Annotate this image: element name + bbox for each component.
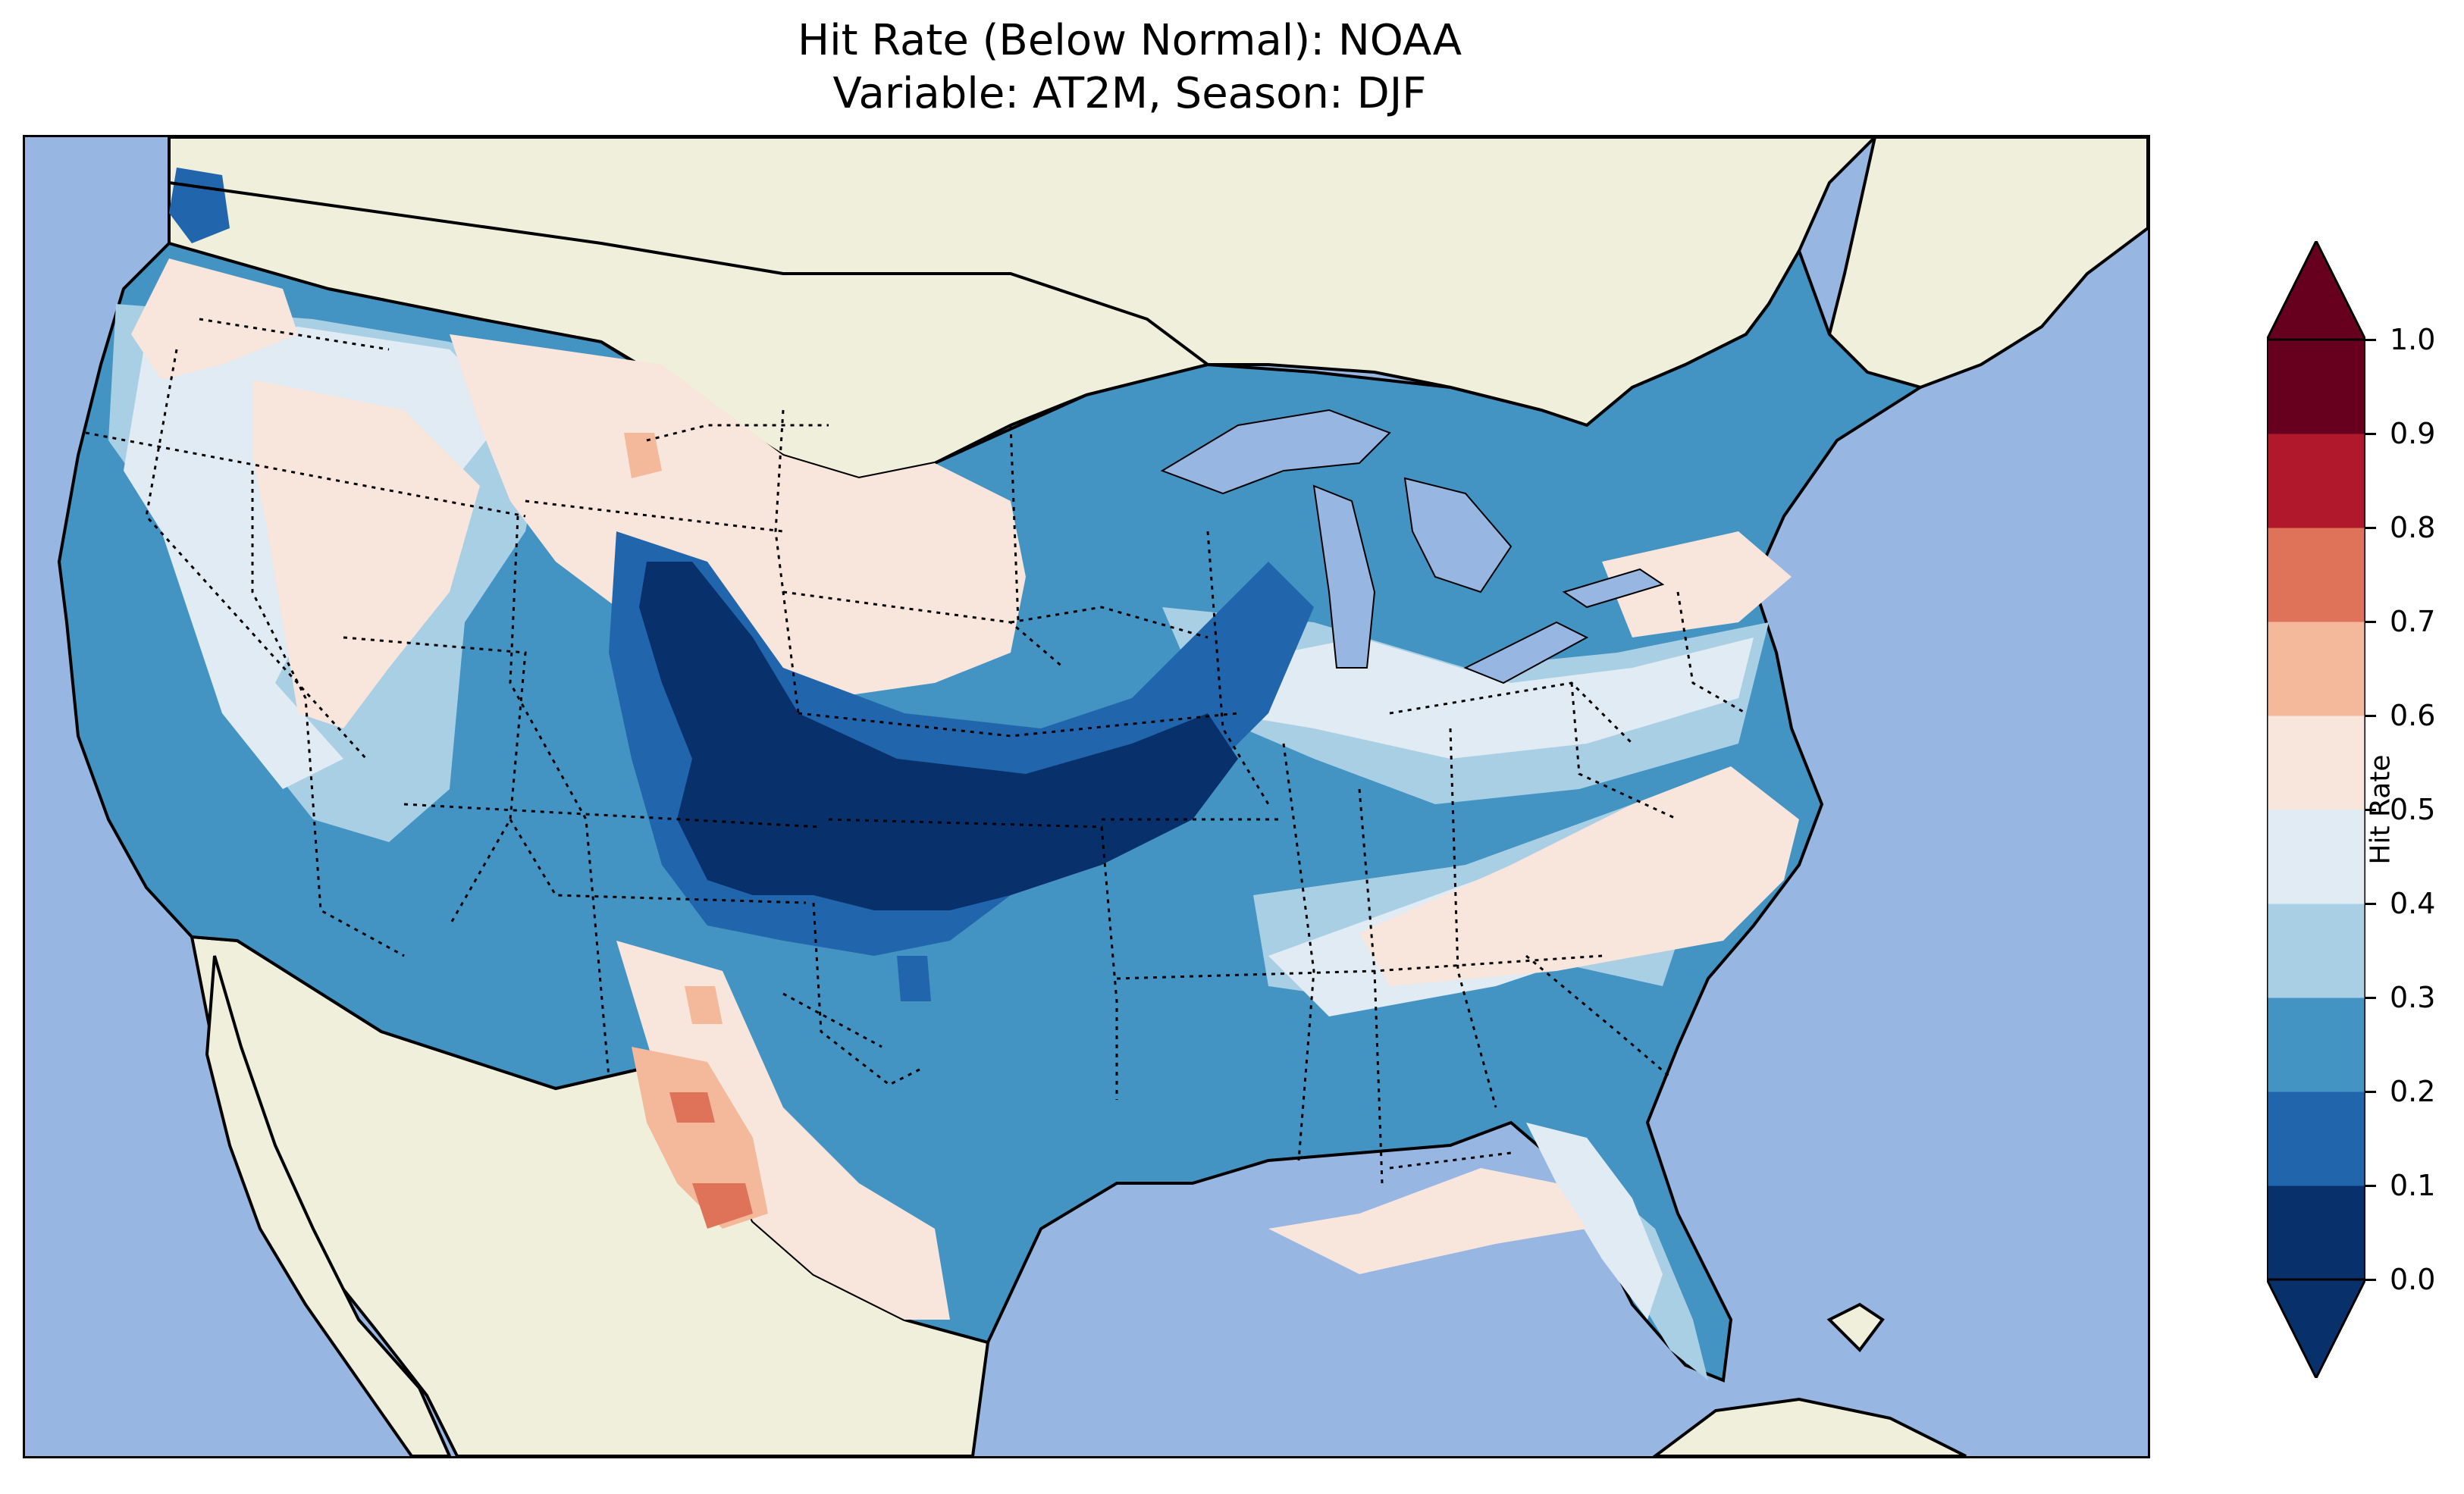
colorbar-bin bbox=[2267, 1185, 2365, 1280]
band-0.1-texas bbox=[897, 956, 931, 1001]
colorbar-tick-label: 0.9 bbox=[2390, 417, 2436, 450]
band-0.0-central bbox=[639, 562, 1238, 910]
band-0.5-texas bbox=[616, 941, 950, 1320]
colorbar-tick-label: 0.3 bbox=[2390, 981, 2436, 1014]
band-0.5-great-basin bbox=[252, 380, 480, 728]
band-0.7-bigbend bbox=[692, 1183, 753, 1229]
band-0.5-northeast bbox=[1602, 531, 1792, 637]
colorbar-bin bbox=[2267, 528, 2365, 622]
lake-michigan bbox=[1312, 484, 1376, 669]
bahamas-land bbox=[1826, 1302, 1885, 1353]
colorbar-bins bbox=[2267, 340, 2365, 1280]
colorbar-tick-mark bbox=[2365, 903, 2376, 905]
colorbar-bin bbox=[2267, 622, 2365, 716]
band-0.5-northwest bbox=[131, 258, 298, 380]
lake-erie bbox=[1463, 621, 1589, 684]
colorbar-bin bbox=[2267, 998, 2365, 1092]
colorbar-tick-mark bbox=[2365, 1091, 2376, 1093]
colorbar-bin bbox=[2267, 810, 2365, 904]
title-line-1: Hit Rate (Below Normal): NOAA bbox=[797, 16, 1462, 65]
colorbar-label: Hit Rate bbox=[2365, 754, 2397, 865]
colorbar-tick-mark bbox=[2365, 997, 2376, 999]
us-canada-border bbox=[168, 181, 1209, 366]
title-line-2: Variable: AT2M, Season: DJF bbox=[832, 69, 1427, 118]
colorbar-tick-label: 0.4 bbox=[2390, 887, 2436, 920]
maritime-land bbox=[1827, 137, 2148, 390]
colorbar-extend-min bbox=[2267, 1278, 2365, 1378]
colorbar-tick-mark bbox=[2365, 715, 2376, 717]
colorbar-tick-label: 0.0 bbox=[2390, 1263, 2436, 1296]
colorbar bbox=[2267, 241, 2365, 1378]
band-0.7-texas bbox=[669, 1092, 715, 1123]
lake-superior bbox=[1160, 409, 1391, 495]
map-panel[interactable] bbox=[23, 135, 2150, 1458]
colorbar-tick-label: 0.6 bbox=[2390, 699, 2436, 732]
map-svg bbox=[25, 137, 2148, 1456]
baja-land bbox=[205, 955, 452, 1456]
colorbar-bin bbox=[2267, 1092, 2365, 1186]
colorbar-tick-mark bbox=[2365, 1185, 2376, 1187]
colorbar-tick-mark bbox=[2365, 433, 2376, 435]
colorbar-tick-label: 0.2 bbox=[2390, 1075, 2436, 1108]
colorbar-tick-label: 0.7 bbox=[2390, 605, 2436, 638]
colorbar-bin bbox=[2267, 904, 2365, 998]
band-0.5-gulf bbox=[1268, 1168, 1587, 1274]
colorbar-tick-mark bbox=[2365, 621, 2376, 623]
colorbar-tick-label: 0.5 bbox=[2390, 793, 2436, 826]
colorbar-tick-mark bbox=[2365, 339, 2376, 341]
band-0.4-florida bbox=[1526, 1123, 1663, 1320]
lake-huron bbox=[1403, 477, 1513, 594]
state-borders bbox=[85, 318, 1747, 1184]
colorbar-tick-mark bbox=[2365, 527, 2376, 529]
band-0.6-wyoming bbox=[624, 433, 662, 478]
colorbar-tick-label: 1.0 bbox=[2390, 323, 2436, 356]
colorbar-bin bbox=[2267, 434, 2365, 528]
band-0.5-north-plains bbox=[450, 334, 1026, 698]
colorbar-bin bbox=[2267, 340, 2365, 434]
colorbar-tick-mark bbox=[2365, 809, 2376, 811]
colorbar-outline bbox=[2267, 338, 2365, 1281]
colorbar-tick-label: 0.8 bbox=[2390, 511, 2436, 544]
band-0.1-northwest bbox=[169, 168, 230, 243]
colorbar-extend-max bbox=[2267, 241, 2365, 341]
colorbar-tick-label: 0.1 bbox=[2390, 1169, 2436, 1202]
lake-ontario bbox=[1562, 568, 1665, 609]
band-0.6-nm bbox=[685, 986, 723, 1024]
band-0.5-southeast bbox=[1359, 766, 1799, 986]
cuba-land bbox=[1652, 1397, 1967, 1456]
colorbar-bin bbox=[2267, 716, 2365, 810]
colorbar-tick-mark bbox=[2365, 1279, 2376, 1281]
